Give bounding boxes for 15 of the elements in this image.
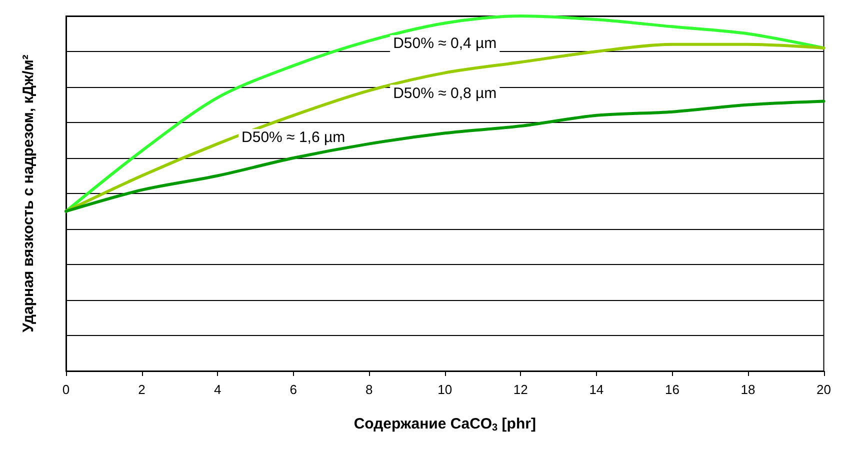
x-tick-label: 4: [214, 382, 222, 397]
x-tick-label: 18: [740, 382, 756, 397]
x-tick-label: 16: [664, 382, 680, 397]
x-tick-label: 14: [589, 382, 604, 397]
series-label: D50% ≈ 0,8 µm: [393, 84, 497, 102]
x-tick-label: 10: [438, 382, 452, 397]
x-tick-label: 20: [816, 382, 832, 397]
x-tick-label: 12: [513, 382, 528, 397]
x-tick-label: 0: [62, 382, 70, 397]
series-label: D50% ≈ 1,6 µm: [242, 129, 346, 146]
x-tick-label: 6: [290, 382, 297, 397]
series-label: D50% ≈ 0,4 µm: [393, 35, 497, 52]
y-axis-title: Ударная вязкость с надрезом, кДж/м²: [20, 54, 37, 332]
x-tick-label: 2: [138, 382, 146, 397]
x-tick-label: 8: [365, 382, 373, 397]
